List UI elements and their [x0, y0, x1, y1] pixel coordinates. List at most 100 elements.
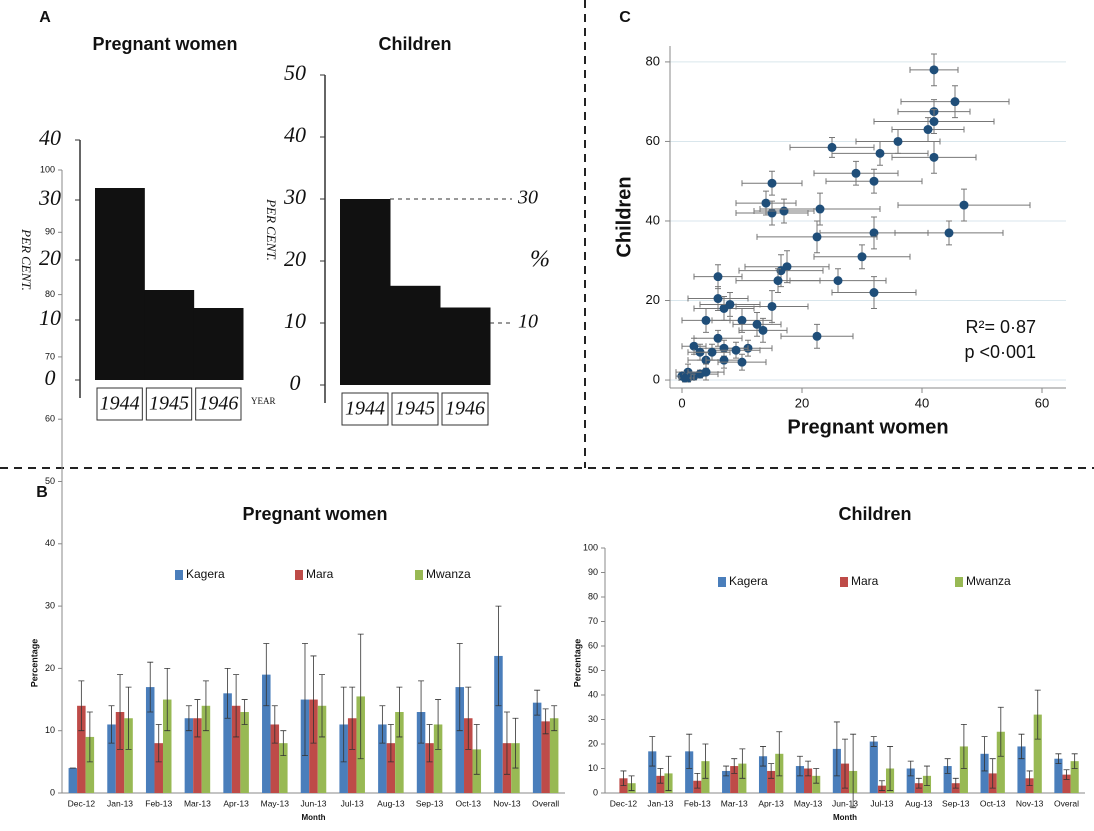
bar	[194, 308, 244, 380]
x-tick-label: Mar-13	[184, 798, 211, 808]
legend-label: Mwanza	[966, 574, 1011, 588]
x-tick-label: Jul-13	[870, 798, 893, 808]
y-axis-label: PER CENT.	[19, 228, 34, 291]
y-tick-label: 80	[45, 289, 55, 299]
y-tick-label: 40	[45, 538, 55, 548]
x-tick-label: Nov-13	[1016, 798, 1044, 808]
y-axis-label: Percentage	[572, 639, 582, 688]
right-unit: %	[530, 247, 550, 273]
x-tick-label: Jan-13	[107, 798, 133, 808]
panel-label: C	[619, 9, 631, 26]
y-tick-label: 10	[45, 725, 55, 735]
x-tick-label: 40	[915, 395, 929, 410]
point	[768, 209, 777, 218]
chart-title: Children	[378, 34, 451, 54]
annotation: R²= 0·87	[965, 317, 1036, 337]
point	[714, 294, 723, 303]
point	[780, 207, 789, 216]
x-tick-label: Jan-13	[647, 798, 673, 808]
chart-title: Pregnant women	[92, 34, 237, 54]
x-tick-label: 60	[1035, 395, 1049, 410]
bar	[340, 199, 391, 385]
legend-label: Kagera	[729, 574, 768, 588]
figure: Pregnant womenA010203040194419451946YEAR…	[0, 0, 1094, 831]
y-tick-label: 20	[646, 292, 660, 307]
x-tick-label: May-13	[261, 798, 290, 808]
point	[726, 300, 735, 309]
point	[702, 316, 711, 325]
x-tick-label: 1944	[100, 393, 140, 415]
x-tick-label: 1946	[445, 398, 485, 420]
legend-swatch	[175, 570, 183, 580]
y-tick-label: 10	[39, 305, 61, 330]
y-tick-label: 100	[40, 164, 55, 174]
x-tick-label: Sep-13	[942, 798, 970, 808]
y-tick-label: 10	[588, 763, 598, 773]
x-tick-label: Nov-13	[493, 798, 521, 808]
x-axis-label: Pregnant women	[787, 416, 948, 438]
legend-label: Kagera	[186, 567, 225, 581]
point	[960, 201, 969, 210]
y-axis-label: Percentage	[29, 639, 39, 688]
point	[852, 169, 861, 178]
bar	[69, 768, 78, 793]
x-tick-label: Apr-13	[758, 798, 784, 808]
panel-label: B	[36, 484, 48, 501]
legend-swatch	[718, 577, 726, 587]
point	[720, 356, 729, 365]
annotation: p <0·001	[964, 342, 1036, 362]
point	[813, 232, 822, 241]
legend-label: Mwanza	[426, 567, 471, 581]
y-tick-label: 40	[588, 689, 598, 699]
point	[945, 228, 954, 237]
y-tick-label: 20	[45, 663, 55, 673]
point	[714, 334, 723, 343]
x-tick-label: Apr-13	[223, 798, 249, 808]
point	[702, 368, 711, 377]
point	[720, 344, 729, 353]
y-tick-label: 0	[593, 787, 598, 797]
point	[681, 374, 690, 383]
point	[930, 117, 939, 126]
point	[774, 276, 783, 285]
y-tick-label: 0	[290, 370, 301, 395]
y-tick-label: 30	[45, 600, 55, 610]
y-tick-label: 60	[45, 414, 55, 424]
y-tick-label: 30	[588, 714, 598, 724]
x-tick-label: 0	[678, 395, 685, 410]
y-tick-label: 0	[653, 371, 660, 386]
y-tick-label: 60	[646, 133, 660, 148]
point	[768, 302, 777, 311]
y-tick-label: 40	[646, 212, 660, 227]
bar	[870, 742, 878, 793]
point	[834, 276, 843, 285]
x-tick-label: Aug-13	[377, 798, 405, 808]
y-axis-label: PER CENT.	[264, 198, 279, 261]
point	[870, 288, 879, 297]
bar	[440, 308, 491, 386]
x-axis-label: YEAR	[251, 396, 276, 406]
y-tick-label: 20	[39, 245, 61, 270]
y-tick-label: 40	[284, 122, 306, 147]
y-tick-label: 60	[588, 640, 598, 650]
bar	[390, 286, 441, 385]
x-tick-label: 20	[795, 395, 809, 410]
point	[828, 143, 837, 152]
legend-label: Mara	[851, 574, 879, 588]
y-tick-label: 0	[45, 365, 56, 390]
point	[870, 177, 879, 186]
legend-swatch	[840, 577, 848, 587]
y-tick-label: 90	[45, 227, 55, 237]
x-axis-label: Month	[833, 813, 857, 822]
point	[951, 97, 960, 106]
panel-label: A	[39, 9, 51, 26]
x-tick-label: Overall	[532, 798, 559, 808]
bar	[144, 290, 194, 380]
bar	[95, 188, 145, 380]
x-tick-label: Overal	[1054, 798, 1079, 808]
point	[930, 153, 939, 162]
chart-title: Pregnant women	[242, 504, 387, 524]
y-tick-label: 80	[588, 591, 598, 601]
x-tick-label: Dec-12	[68, 798, 96, 808]
x-tick-label: Oct-13	[980, 798, 1006, 808]
